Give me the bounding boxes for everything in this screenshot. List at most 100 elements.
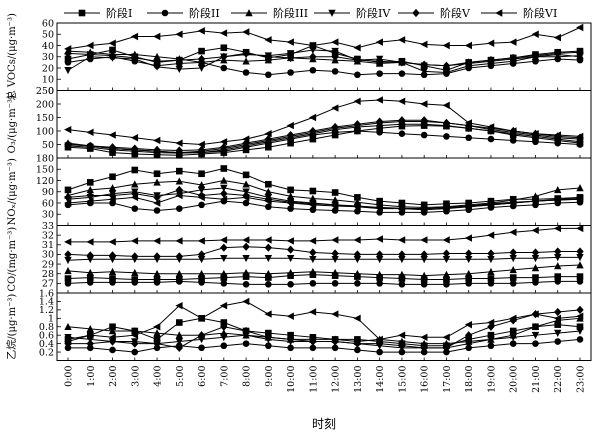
data-point [220,319,228,326]
legend-label: 阶段I [106,6,132,20]
data-point [220,165,228,172]
data-point [242,268,250,277]
data-point [175,139,183,147]
data-point [287,69,294,76]
data-point [531,130,539,138]
data-point [553,131,562,139]
data-point [86,339,94,348]
data-point [375,270,384,278]
series [64,191,584,213]
data-point [176,319,183,326]
data-point [175,30,183,38]
y-tick-label: 40 [42,41,54,52]
data-point [242,331,250,340]
data-point [242,193,250,202]
y-tick-label: 60 [42,198,54,209]
y-tick-label: 27 [42,279,54,290]
data-point [353,314,361,323]
data-point [108,333,116,341]
data-point [531,310,539,318]
data-point [420,60,428,69]
legend-marker [495,9,503,17]
data-point [420,68,428,76]
data-point [420,40,428,49]
data-point [420,236,428,244]
x-tick-label: 3:00 [130,366,141,387]
data-point [531,254,540,263]
data-point [108,143,117,152]
data-point [131,339,139,348]
legend-item: 阶段II [147,6,220,20]
y-tick-label: 60 [42,18,54,29]
data-point [220,342,228,350]
data-point [442,118,451,127]
data-point [198,275,205,282]
legend-item: 阶段VI [481,6,557,20]
data-point [331,268,339,277]
data-point [287,281,294,288]
legend-marker [412,8,420,18]
series [64,96,584,149]
data-point [153,339,161,348]
data-point [64,238,72,246]
data-point [175,237,183,245]
data-point [464,320,472,329]
data-point [287,344,294,352]
series-line [67,119,581,151]
data-point [197,250,206,259]
data-point [442,61,451,70]
x-tick-label: 5:00 [175,366,186,387]
data-point [487,201,495,209]
data-point [153,193,161,202]
y-axis-label: O₃/(μg·m⁻³) [7,95,18,153]
data-point [64,337,72,346]
data-point [487,135,495,143]
data-point [286,199,294,207]
data-point [442,249,451,258]
data-point [219,138,228,146]
data-point [64,55,72,63]
data-point [242,171,250,179]
data-point [553,195,562,203]
x-tick-label: 6:00 [197,366,208,387]
data-point [464,41,472,50]
data-point [175,338,184,346]
data-point [86,344,94,352]
data-point [442,343,451,352]
data-point [331,202,339,210]
data-point [153,170,161,178]
series-line [67,194,581,210]
data-point [242,57,250,65]
data-point [286,312,294,320]
data-point [242,340,250,347]
data-point [286,245,295,254]
data-point [64,199,72,207]
series [64,48,584,70]
data-point [109,346,116,354]
data-point [286,53,295,62]
data-point [376,70,383,77]
y-tick-label: 1.6 [39,288,54,299]
data-point [242,297,250,306]
data-point [308,237,317,245]
legend-item: 阶段IV [314,6,391,20]
data-point [554,278,562,285]
data-point [554,49,562,58]
data-point [242,242,250,251]
data-point [220,254,228,263]
panel: 50 100 150 200 250 O₃/(μg·m⁻³) [7,86,592,159]
data-point [264,52,273,61]
data-point [509,274,517,281]
data-point [576,184,584,192]
data-point [86,268,94,277]
y-tick-label: 32 [42,230,54,241]
data-point [509,265,517,274]
data-point [264,310,272,318]
series-line [67,167,581,206]
data-point [175,56,184,65]
data-point [398,236,406,244]
data-point [286,121,294,130]
data-point [465,344,472,352]
series-line [67,179,581,209]
series [64,254,584,265]
